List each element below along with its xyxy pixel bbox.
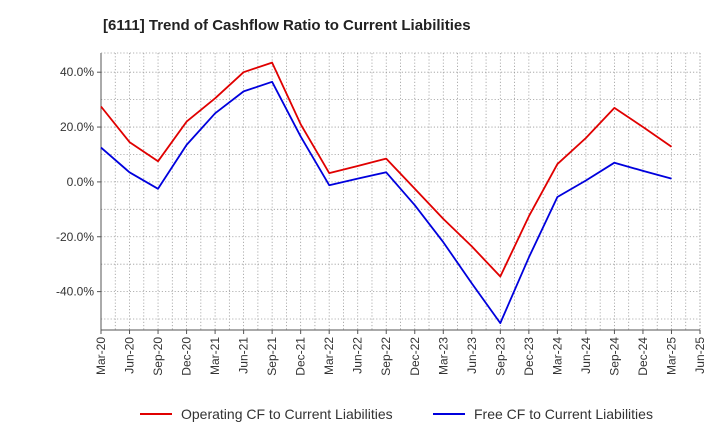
- x-tick-label: Sep-22: [379, 337, 393, 376]
- y-tick-label: -20.0%: [56, 230, 94, 244]
- legend-label-2: Free CF to Current Liabilities: [474, 406, 653, 422]
- x-tick-label: Dec-23: [522, 337, 536, 376]
- chart-title: [6111] Trend of Cashflow Ratio to Curren…: [103, 17, 471, 34]
- x-axis-ticks: Mar-20 Jun-20 Sep-20 Dec-20 Mar-21 Jun-21 Sep-…: [94, 330, 707, 376]
- x-tick-label: Jun-23: [465, 337, 479, 374]
- legend: Operating CF to Current Liabilities Free …: [140, 406, 653, 422]
- x-tick-label: Sep-23: [493, 337, 507, 376]
- series-line-1: [100, 61, 673, 278]
- series-line-2: [100, 80, 672, 325]
- x-tick-label: Mar-25: [664, 337, 678, 375]
- x-tick-label: Mar-21: [208, 337, 222, 375]
- x-tick-label: Dec-22: [408, 337, 422, 376]
- x-tick-label: Dec-21: [294, 337, 308, 376]
- grid: [100, 52, 701, 331]
- x-tick-label: Jun-22: [351, 337, 365, 374]
- x-tick-label: Dec-24: [636, 337, 650, 376]
- x-tick-label: Dec-20: [180, 337, 194, 376]
- legend-label-1: Operating CF to Current Liabilities: [181, 406, 393, 422]
- x-tick-label: Sep-21: [265, 337, 279, 376]
- x-tick-label: Sep-24: [607, 337, 621, 376]
- x-tick-label: Jun-21: [237, 337, 251, 374]
- y-tick-label: -40.0%: [56, 285, 94, 299]
- x-tick-label: Sep-20: [151, 337, 165, 376]
- x-tick-label: Mar-22: [322, 337, 336, 375]
- y-tick-label: 40.0%: [60, 65, 94, 79]
- y-axis-ticks: 40.0% 20.0% 0.0% -20.0% -40.0%: [56, 65, 101, 299]
- plot-area: [100, 61, 673, 325]
- x-tick-label: Jun-25: [693, 337, 707, 374]
- x-tick-label: Mar-23: [436, 337, 450, 375]
- y-tick-label: 0.0%: [67, 175, 95, 189]
- y-tick-label: 20.0%: [60, 120, 94, 134]
- x-tick-label: Jun-20: [123, 337, 137, 374]
- x-tick-label: Mar-20: [94, 337, 108, 375]
- x-tick-label: Jun-24: [579, 337, 593, 374]
- x-tick-label: Mar-24: [550, 337, 564, 375]
